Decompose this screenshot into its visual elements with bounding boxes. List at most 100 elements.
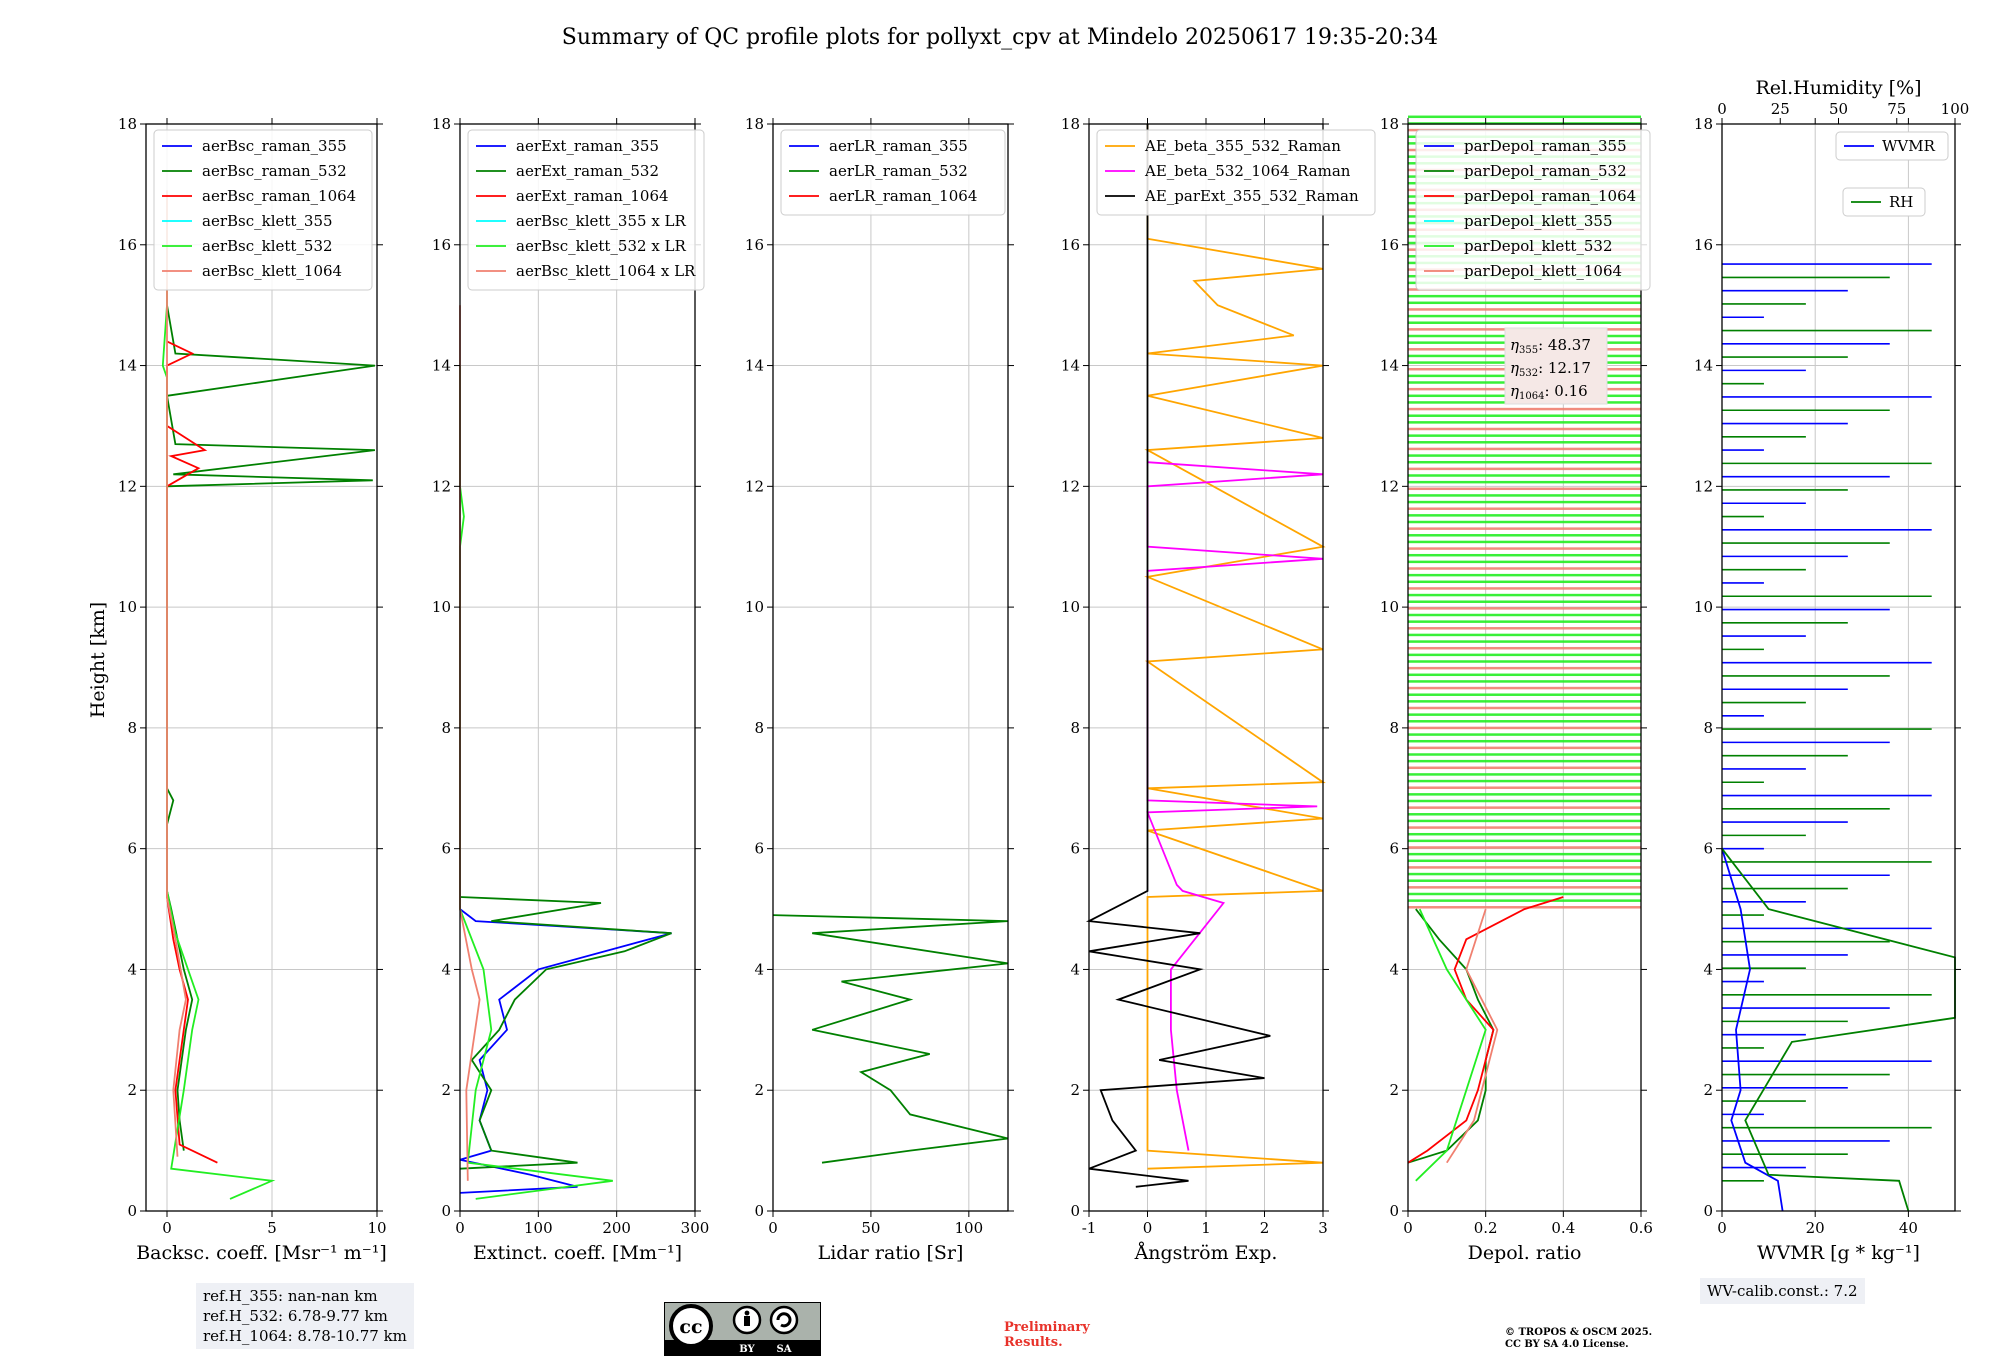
legend-box-bsc (153, 129, 373, 291)
ytick-label: 6 (1070, 840, 1080, 858)
depol-band (1408, 653, 1641, 657)
legend-label: aerExt_raman_355 (516, 137, 659, 155)
depol-band (1408, 527, 1641, 530)
reference-heights-box: ref.H_355: nan-nan km ref.H_532: 6.78-9.… (196, 1283, 414, 1349)
eta-colon: : (1544, 382, 1554, 400)
depol-band (1408, 806, 1641, 809)
ytick-label: 18 (1380, 115, 1399, 133)
ytick-label: 0 (1070, 1202, 1080, 1220)
ytick-label: 4 (754, 960, 764, 978)
series-bsc-1 (166, 340, 218, 1164)
xtick-label: 0 (455, 1219, 465, 1237)
eta-label: η355: 48.37 (1510, 336, 1591, 356)
ytick-label: 4 (1389, 960, 1399, 978)
depol-band (1408, 314, 1641, 318)
depol-band (1408, 534, 1641, 537)
xaxis-label-ext: Extinct. coeff. [Mm⁻¹] (473, 1242, 682, 1264)
ytick-label: 8 (754, 719, 764, 737)
ytick-label: 0 (1703, 1202, 1713, 1220)
ytick-label: 16 (1061, 236, 1080, 254)
frame-bsc (145, 123, 378, 1212)
series-bsc-3 (166, 190, 187, 1157)
depol-band (1408, 507, 1641, 510)
xtick-label: 20 (1806, 1219, 1825, 1237)
depol-band (1408, 600, 1641, 603)
depol-band (1408, 474, 1641, 477)
legend-box-ext (467, 129, 705, 291)
legend-label: parDepol_raman_532 (1464, 162, 1627, 180)
depol-band (1408, 115, 1641, 119)
by-badge-text: BY (739, 1344, 755, 1355)
rh-tick-label: 75 (1887, 100, 1906, 118)
depol-band (1408, 839, 1641, 843)
panel-bsc: 0 2 4 6 8 10 12 14 16 18 0 5 10 Backsc. coeff. [Msr⁻¹… (118, 115, 387, 1264)
legend-label: AE_beta_532_1064_Raman (1144, 162, 1351, 180)
depol-band (1408, 301, 1641, 305)
legend-label: AE_parExt_355_532_Raman (1144, 187, 1359, 205)
ytick-label: 12 (118, 477, 137, 495)
cc-badge-text: cc (679, 1316, 702, 1338)
rh-tick-label: 25 (1771, 100, 1790, 118)
legend-label: parDepol_klett_1064 (1464, 262, 1622, 280)
depol-band (1408, 779, 1641, 783)
depol-band (1408, 759, 1641, 763)
xtick-label: 0 (1143, 1219, 1153, 1237)
xtick-label: 100 (955, 1219, 984, 1237)
frame-dep (1407, 123, 1642, 1212)
eta-subscript: 532 (1519, 368, 1538, 379)
eta-box (1504, 327, 1608, 405)
depol-band (1408, 713, 1641, 716)
panel-dep: 0 2 4 6 8 10 12 14 16 18 0 0.2 0.4 0.6 Depol. ratio par… (1380, 115, 1653, 1264)
depol-band (1408, 447, 1641, 451)
ytick-label: 14 (432, 357, 451, 375)
depol-band (1408, 421, 1641, 424)
ytick-label: 16 (1694, 236, 1713, 254)
depol-band (1408, 407, 1641, 411)
depol-band (1408, 819, 1641, 823)
depol-band (1408, 739, 1641, 743)
rh-tick-label: 100 (1941, 100, 1970, 118)
panel-lr: 0 2 4 6 8 10 12 14 16 18 0 50 100 Lidar ratio [Sr] aer… (745, 115, 1014, 1264)
ytick-label: 0 (127, 1202, 137, 1220)
ytick-label: 12 (1380, 477, 1399, 495)
ytick-label: 8 (1703, 719, 1713, 737)
depol-band (1408, 866, 1641, 869)
ytick-label: 4 (1070, 960, 1080, 978)
ytick-label: 8 (441, 719, 451, 737)
depol-band (1408, 906, 1641, 909)
ytick-label: 6 (127, 840, 137, 858)
depol-band (1408, 308, 1641, 311)
xtick-label: 0 (1717, 1219, 1727, 1237)
depol-band (1408, 660, 1641, 663)
series-ext-0 (459, 908, 672, 1194)
legend-label: aerBsc_raman_355 (202, 137, 347, 155)
ytick-label: 0 (441, 1202, 451, 1220)
xtick-label: -1 (1082, 1219, 1097, 1237)
series-ext-2 (459, 365, 613, 1200)
depol-band (1408, 460, 1641, 464)
ytick-label: 18 (745, 115, 764, 133)
depol-band (1408, 487, 1641, 491)
wv-calibration-box: WV-calib.const.: 7.2 (1700, 1278, 1865, 1304)
depol-band (1408, 633, 1641, 637)
depol-band (1408, 434, 1641, 437)
ytick-label: 10 (745, 598, 764, 616)
depol-band (1408, 899, 1641, 902)
ytick-label: 2 (1389, 1081, 1399, 1099)
depol-band (1408, 607, 1641, 610)
depol-band (1408, 700, 1641, 703)
xtick-label: 1 (1201, 1219, 1211, 1237)
eta-colon: : (1538, 359, 1548, 377)
copyright-note: © TROPOS & OSCM 2025. CC BY SA 4.0 Licen… (1505, 1327, 1652, 1351)
xtick-label: 200 (602, 1219, 631, 1237)
cc-by-sa-license-badge: cc BY SA (664, 1302, 821, 1356)
ref-height-355: ref.H_355: nan-nan km (203, 1287, 378, 1305)
depol-band (1408, 627, 1641, 630)
series-ext-1 (459, 896, 672, 1170)
legend-label: parDepol_raman_355 (1464, 137, 1627, 155)
depol-band (1408, 879, 1641, 882)
depol-band (1408, 580, 1641, 584)
series-ae-1 (1146, 461, 1324, 1151)
preliminary-line-2: Results. (1004, 1335, 1063, 1350)
ytick-label: 10 (432, 598, 451, 616)
